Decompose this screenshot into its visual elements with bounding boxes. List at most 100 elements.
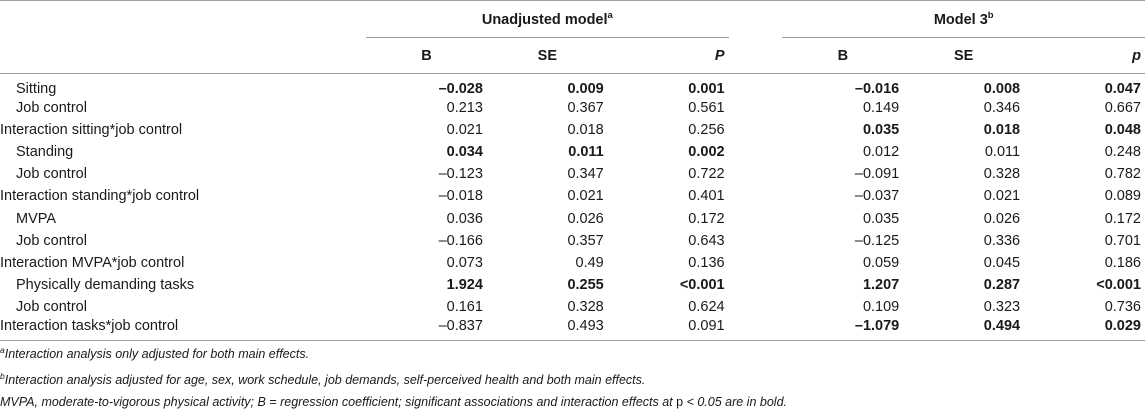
cell-value: 0.002	[688, 144, 725, 161]
cell-value: <0.001	[1096, 276, 1141, 293]
cell-value: –1.079	[782, 317, 904, 341]
table-row: Interaction standing*job control –0.018 0.…	[0, 185, 1145, 207]
cell-value: 0.021	[567, 188, 604, 205]
cell-value: 0.328	[983, 166, 1021, 183]
col-header: P	[607, 37, 729, 74]
column-gap	[729, 252, 783, 274]
cell-value: 0.018	[567, 122, 604, 139]
col-header: B	[366, 37, 487, 74]
cell-value: 0.018	[983, 122, 1021, 139]
cell-value: 0.021	[446, 122, 483, 139]
footnote-mark: a	[0, 345, 5, 355]
footnote-p: p	[676, 395, 684, 410]
cell-value: 0.493	[486, 317, 608, 341]
footnote-text: MVPA, moderate-to-vigorous physical acti…	[0, 395, 677, 410]
row-label: Interaction standing*job control	[0, 188, 200, 205]
footnote-b: bInteraction analysis adjusted for age, …	[0, 365, 1145, 391]
cell-value: 0.136	[688, 254, 725, 271]
header-blank	[0, 0, 367, 38]
cell-value: –0.837	[366, 317, 487, 341]
footnote-a: aInteraction analysis only adjusted for …	[0, 339, 1145, 365]
cell-value: 0.036	[446, 210, 483, 227]
cell-value: –0.091	[854, 166, 900, 183]
table-row: Job control 0.213 0.367 0.561 0.149 0.346 0.66…	[0, 97, 1145, 119]
cell-value: 0.782	[1104, 166, 1141, 183]
table-row: MVPA 0.036 0.026 0.172 0.035 0.026 0.172	[0, 207, 1145, 229]
column-gap	[729, 274, 783, 296]
col-header: B	[782, 37, 904, 74]
table-row: Interaction tasks*job control –0.837 0.493…	[0, 317, 1145, 341]
cell-value: 0.059	[862, 254, 900, 271]
table-footnotes: aInteraction analysis only adjusted for …	[0, 339, 1145, 413]
column-gap	[728, 317, 783, 341]
column-gap	[729, 163, 783, 185]
column-gap	[729, 230, 783, 252]
group-header-model3: Model 3b	[782, 0, 1145, 38]
table-row: Job control –0.166 0.357 0.643 –0.125 0.336 0.…	[0, 230, 1145, 252]
cell-value: 0.624	[688, 298, 725, 315]
group-sup: a	[607, 10, 613, 22]
cell-value: 0.643	[688, 232, 725, 249]
cell-value: 0.722	[688, 166, 725, 183]
cell-value: 0.346	[983, 100, 1021, 117]
cell-value: 0.336	[983, 232, 1021, 249]
cell-value: 0.109	[862, 298, 900, 315]
header-gap	[728, 0, 783, 38]
cell-value: 0.357	[567, 232, 604, 249]
col-header: SE	[486, 37, 608, 74]
cell-value: 0.172	[1104, 210, 1141, 227]
footnote-mark: b	[0, 371, 5, 382]
group-sup: b	[987, 10, 994, 22]
cell-value: 0.001	[688, 81, 725, 97]
cell-value: –0.166	[438, 232, 483, 249]
cell-value: 0.401	[688, 188, 725, 205]
cell-value: –0.123	[438, 166, 483, 183]
column-gap	[729, 74, 783, 98]
row-label: Interaction tasks*job control	[0, 317, 367, 341]
footnote-abbrev: MVPA, moderate-to-vigorous physical acti…	[0, 391, 1145, 413]
cell-value: 0.701	[1104, 232, 1141, 249]
cell-value: 0.011	[568, 144, 604, 161]
cell-value: 0.287	[983, 276, 1021, 293]
group-header-row: Unadjusted modela Model 3b	[0, 0, 1145, 38]
cell-value: 0.328	[567, 298, 604, 315]
cell-value: 0.172	[688, 210, 725, 227]
column-gap	[729, 207, 783, 229]
column-header-row: B SE P B SE p	[0, 37, 1145, 74]
cell-value: <0.001	[679, 276, 725, 293]
cell-value: –0.018	[438, 188, 483, 205]
table-row: Standing 0.034 0.011 0.002 0.012 0.011 0.248	[0, 141, 1145, 163]
cell-value: 0.323	[983, 298, 1021, 315]
cell-value: 0.047	[1104, 81, 1141, 97]
column-gap	[729, 185, 783, 207]
cell-value: 1.924	[446, 276, 483, 293]
table-row: Job control 0.161 0.328 0.624 0.109 0.323 0.73…	[0, 296, 1145, 318]
row-label: Job control	[16, 298, 87, 315]
cell-value: 0.021	[983, 188, 1021, 205]
footnote-tail: < 0.05 are in bold.	[683, 395, 787, 410]
cell-value: 0.034	[446, 144, 483, 161]
col-header: p	[1024, 37, 1145, 74]
table-row: Job control –0.123 0.347 0.722 –0.091 0.328 0.…	[0, 163, 1145, 185]
cell-value: 0.667	[1104, 100, 1141, 117]
results-table: Unadjusted modela Model 3b B SE P B SE p…	[0, 0, 1145, 341]
col-header: SE	[903, 37, 1025, 74]
cell-value: 0.091	[607, 317, 729, 341]
cell-value: 0.248	[1104, 144, 1141, 161]
cell-value: 0.026	[567, 210, 604, 227]
cell-value: 0.008	[983, 81, 1021, 97]
cell-value: 0.073	[446, 254, 483, 271]
row-label: Job control	[16, 166, 87, 183]
cell-value: –0.028	[438, 81, 483, 97]
row-label: Sitting	[16, 81, 57, 97]
cell-value: 0.035	[862, 210, 900, 227]
cell-value: 0.149	[862, 100, 900, 117]
cell-value: 0.089	[1104, 188, 1141, 205]
row-label: Interaction MVPA*job control	[0, 254, 185, 271]
cell-value: –0.125	[854, 232, 900, 249]
cell-value: 0.213	[446, 100, 483, 117]
cell-value: 0.367	[567, 100, 604, 117]
cell-value: 0.161	[446, 298, 483, 315]
table-row: Interaction MVPA*job control 0.073 0.49 0.1…	[0, 252, 1145, 274]
